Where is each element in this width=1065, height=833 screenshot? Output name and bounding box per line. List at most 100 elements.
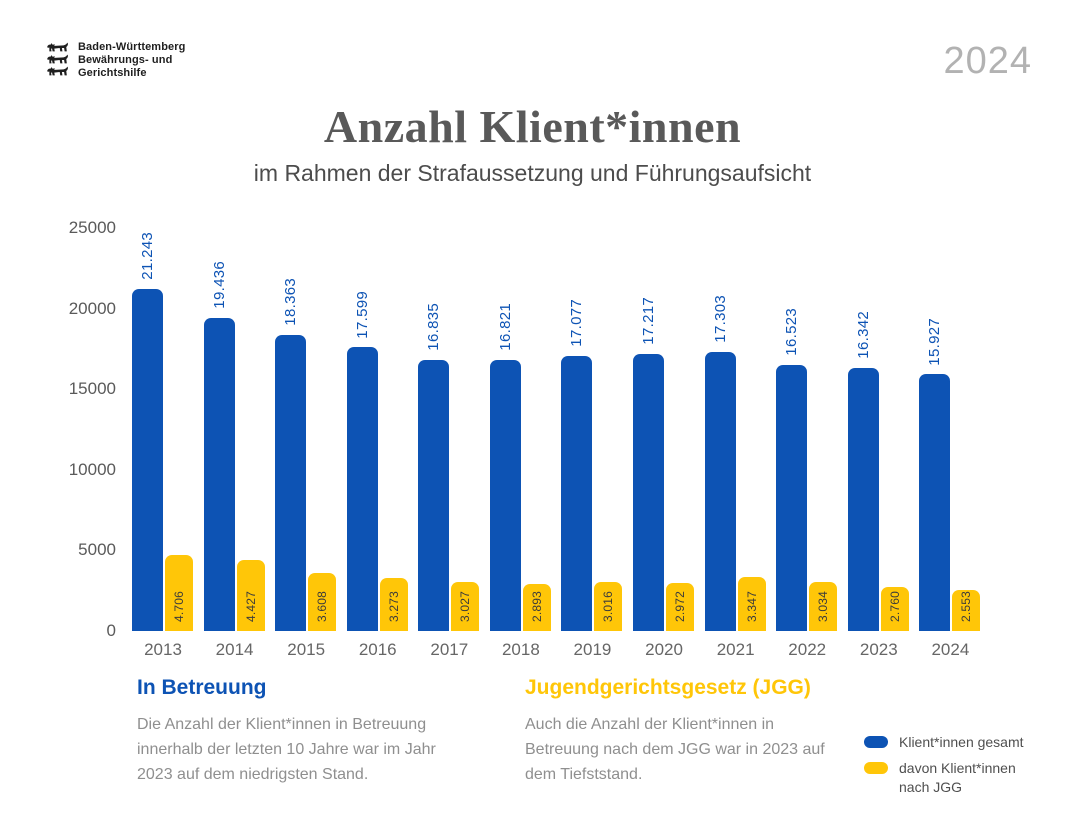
bar-gesamt-2017	[418, 359, 450, 631]
bar-group-2019: 17.077 3.016 2019	[561, 228, 623, 659]
bar-group-2022: 16.523 3.034 2022	[776, 228, 838, 659]
bar-jgg-2017	[451, 582, 480, 631]
x-axis-label: 2015	[287, 640, 326, 659]
legend-label-gesamt: Klient*innen gesamt	[899, 734, 1024, 750]
report-year-badge: 2024	[943, 40, 1032, 82]
x-axis-label: 2013	[144, 640, 182, 659]
page-subtitle: im Rahmen der Strafaussetzung und Führun…	[253, 160, 812, 186]
y-axis-label: 20000	[68, 298, 116, 318]
bar-group-2023: 16.342 2.760 2023	[847, 228, 909, 659]
note-right-heading: Jugendgerichtsgesetz (JGG)	[525, 676, 811, 699]
x-axis-label: 2014	[215, 640, 254, 659]
legend-swatch-blue	[864, 736, 888, 748]
bar-group-2014: 19.436 4.427 2014	[203, 228, 265, 659]
x-axis-label: 2019	[573, 640, 612, 659]
bar-value-jgg: 3.027	[458, 590, 473, 622]
bar-group-2017: 16.835 3.027 2017	[418, 228, 480, 659]
bar-gesamt-2015	[275, 335, 307, 631]
x-axis-label: 2023	[859, 640, 898, 659]
bar-gesamt-2023	[847, 367, 879, 631]
bar-value-gesamt: 17.217	[640, 296, 658, 345]
bar-gesamt-2024	[919, 374, 951, 631]
bar-value-jgg: 3.608	[315, 590, 330, 622]
bar-jgg-2022	[809, 582, 838, 631]
bar-value-gesamt: 19.436	[210, 261, 228, 309]
bar-chart-plot: 21.243 4.706 2013 19.436 4.427 2014 18.363 3.60…	[125, 228, 1005, 659]
bar-jgg-2014	[236, 559, 265, 631]
bar-jgg-2020	[666, 583, 695, 631]
y-axis-label: 5000	[78, 540, 116, 560]
y-axis-label: 0	[106, 621, 116, 640]
bw-lions-icon	[45, 41, 69, 77]
legend-label-jgg: davon Klient*innen nach JGG	[899, 759, 1016, 795]
note-left-heading: In Betreuung	[137, 676, 267, 699]
bar-value-gesamt: 21.243	[139, 231, 156, 280]
x-axis-label: 2016	[358, 640, 397, 659]
bar-value-jgg: 3.273	[386, 590, 401, 622]
bar-jgg-2019	[594, 582, 623, 631]
bar-gesamt-2013	[132, 288, 163, 631]
bar-gesamt-2022	[776, 364, 808, 631]
x-axis-label: 2017	[430, 640, 469, 659]
bar-gesamt-2016	[346, 347, 378, 631]
x-axis-label: 2022	[788, 640, 827, 659]
bar-value-jgg: 4.706	[172, 590, 186, 622]
x-axis-label: 2021	[716, 640, 755, 659]
x-axis-label: 2020	[645, 640, 683, 659]
x-axis-label: 2024	[931, 640, 970, 659]
bar-value-jgg: 3.034	[816, 590, 831, 622]
bar-group-2024: 15.927 2.553 2024	[919, 228, 981, 659]
logo-line-3: Gerichtshilfe	[78, 67, 147, 79]
bar-value-gesamt: 16.821	[496, 303, 514, 351]
bar-value-gesamt: 17.077	[568, 299, 586, 347]
bar-value-jgg: 2.893	[529, 590, 544, 622]
bar-value-jgg: 2.972	[673, 590, 688, 622]
legend-item-jgg: davon Klient*innen nach JGG	[864, 759, 1049, 797]
bar-value-gesamt: 16.342	[854, 310, 872, 359]
legend-item-gesamt: Klient*innen gesamt	[864, 733, 1049, 752]
bw-logo: Baden-Württemberg Bewährungs- und Gerich…	[45, 41, 185, 80]
bar-value-jgg: 4.427	[243, 590, 258, 622]
bar-value-gesamt: 15.927	[926, 317, 944, 366]
bar-jgg-2018	[522, 584, 551, 631]
note-in-betreuung: In Betreuung Die Anzahl der Klient*innen…	[137, 676, 457, 787]
bar-group-2018: 16.821 2.893 2018	[489, 228, 551, 659]
note-right-text: Auch die Anzahl der Klient*innen in Betr…	[525, 716, 825, 783]
logo-line-1: Baden-Württemberg	[78, 41, 186, 53]
bar-gesamt-2021	[704, 352, 736, 631]
bar-value-jgg: 3.016	[601, 590, 616, 622]
bar-jgg-2021	[737, 577, 766, 631]
bar-gesamt-2014	[203, 317, 235, 631]
y-axis-label: 15000	[68, 379, 116, 399]
x-axis-label: 2018	[501, 640, 540, 659]
note-left-text: Die Anzahl der Klient*innen in Betreuung…	[137, 716, 436, 783]
y-axis-label: 25000	[68, 218, 116, 237]
bar-group-2020: 17.217 2.972 2020	[633, 228, 695, 659]
bar-jgg-2023	[880, 586, 909, 631]
bar-value-jgg: 3.347	[744, 590, 759, 622]
bar-value-gesamt: 17.303	[711, 295, 729, 344]
bar-group-2021: 17.303 3.347 2021	[704, 228, 766, 659]
bar-value-gesamt: 16.835	[425, 302, 443, 351]
logo-text: Baden-Württemberg Bewährungs- und Gerich…	[78, 41, 185, 80]
legend-swatch-yellow	[864, 761, 888, 774]
chart-legend: Klient*innen gesamt davon Klient*innen n…	[864, 733, 1049, 804]
bar-group-2016: 17.599 3.273 2016	[346, 228, 408, 659]
bar-group-2015: 18.363 3.608 2015	[275, 228, 337, 659]
page-title: Anzahl Klient*innen	[323, 101, 742, 152]
bar-gesamt-2018	[489, 359, 521, 631]
y-axis-label: 10000	[68, 459, 116, 479]
bar-gesamt-2020	[633, 353, 665, 631]
bar-jgg-2016	[379, 578, 408, 631]
bar-jgg-2013	[165, 555, 193, 631]
bar-group-2013: 21.243 4.706 2013	[132, 228, 193, 659]
bar-jgg-2015	[308, 572, 337, 631]
logo-line-2: Bewährungs- und	[78, 54, 173, 66]
bar-value-gesamt: 18.363	[282, 278, 300, 326]
bar-value-jgg: 2.553	[959, 590, 974, 622]
bar-gesamt-2019	[561, 355, 593, 631]
bar-value-gesamt: 16.523	[783, 307, 801, 356]
bar-value-jgg: 2.760	[887, 590, 902, 622]
note-jgg: Jugendgerichtsgesetz (JGG) Auch die Anza…	[525, 676, 825, 787]
